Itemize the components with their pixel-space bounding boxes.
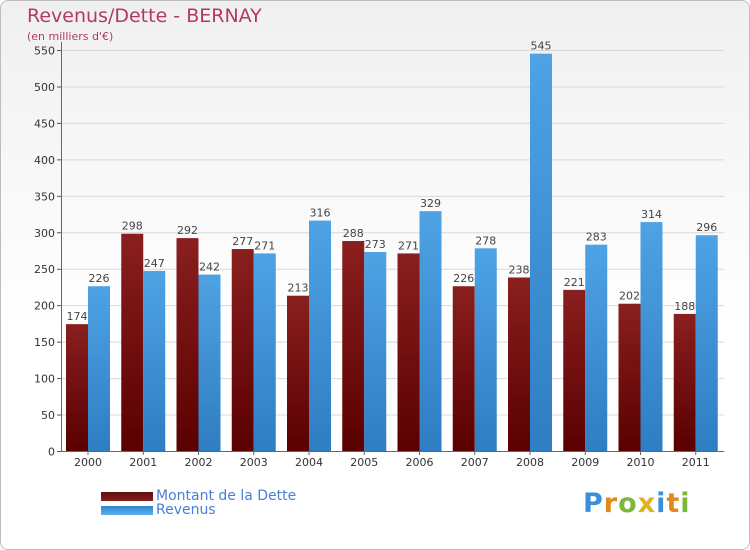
logo-letter: i (680, 488, 691, 519)
data-label: 298 (122, 220, 143, 233)
x-tick-label: 2000 (74, 456, 102, 469)
bar-revenue (309, 220, 331, 451)
x-tick-label: 2011 (682, 456, 710, 469)
legend-swatch-debt (101, 492, 153, 501)
y-tick-label: 400 (34, 154, 55, 167)
data-label: 288 (343, 227, 364, 240)
x-tick-label: 2003 (240, 456, 268, 469)
x-tick-label: 2007 (461, 456, 489, 469)
logo-letter: x (637, 488, 657, 519)
x-tick-label: 2010 (627, 456, 655, 469)
legend-label-revenue: Revenus (156, 502, 216, 518)
y-tick-label: 250 (34, 263, 55, 276)
y-tick-label: 350 (34, 190, 55, 203)
data-label: 221 (564, 276, 585, 289)
logo-letter: o (618, 488, 638, 519)
data-label: 271 (398, 239, 419, 252)
bar-debt (231, 249, 254, 451)
bar-debt (397, 253, 420, 451)
bar-revenue (364, 251, 387, 451)
data-label: 213 (288, 282, 309, 295)
chart-title: Revenus/Dette - BERNAY (27, 5, 262, 27)
x-tick-label: 2006 (406, 456, 434, 469)
data-label: 242 (199, 261, 220, 274)
data-label: 316 (310, 207, 331, 220)
data-label: 238 (509, 263, 530, 276)
bar-revenue (419, 211, 442, 451)
bar-revenue (640, 222, 663, 451)
y-tick-label: 150 (34, 336, 55, 349)
x-tick-label: 2002 (185, 456, 213, 469)
data-label: 247 (144, 257, 165, 270)
bar-revenue (530, 53, 552, 452)
y-tick-label: 0 (48, 446, 55, 459)
logo-letter: r (603, 488, 619, 519)
y-tick-label: 50 (41, 409, 55, 422)
legend-swatch-revenue (101, 506, 153, 515)
data-label: 174 (67, 310, 88, 323)
bar-debt (176, 238, 199, 451)
logo-letter: i (656, 488, 667, 519)
data-label: 188 (674, 300, 695, 313)
logo-letter: t (666, 488, 681, 519)
bar-revenue (88, 286, 110, 451)
x-tick-label: 2005 (350, 456, 378, 469)
y-tick-label: 200 (34, 300, 55, 313)
bar-revenue (474, 248, 497, 451)
chart-subtitle: (en milliers d'€) (27, 30, 114, 43)
data-label: 277 (232, 235, 253, 248)
bar-debt (121, 233, 144, 451)
bar-revenue (585, 244, 608, 451)
data-label: 226 (453, 272, 474, 285)
y-tick-label: 550 (34, 45, 55, 58)
data-label: 283 (586, 231, 607, 244)
data-label: 273 (365, 238, 386, 251)
y-tick-label: 450 (34, 117, 55, 130)
y-tick-label: 300 (34, 227, 55, 240)
x-tick-label: 2001 (129, 456, 157, 469)
data-label: 202 (619, 290, 640, 303)
x-tick-label: 2008 (516, 456, 544, 469)
data-label: 314 (641, 208, 662, 221)
bar-revenue (695, 235, 718, 451)
data-label: 271 (254, 239, 275, 252)
bar-revenue (253, 253, 276, 451)
y-tick-label: 500 (34, 81, 55, 94)
x-tick-label: 2004 (295, 456, 323, 469)
bar-debt (287, 295, 309, 451)
proxiti-logo: Proxiti (583, 488, 691, 519)
bar-revenue (198, 274, 221, 451)
bar-debt (618, 303, 641, 451)
bar-debt (673, 313, 696, 451)
data-label: 545 (531, 40, 552, 53)
x-tick-label: 2009 (571, 456, 599, 469)
bar-debt (66, 324, 88, 451)
bar-debt (452, 286, 475, 451)
data-label: 292 (177, 224, 198, 237)
y-tick-label: 100 (34, 373, 55, 386)
bar-revenue (143, 270, 166, 451)
data-label: 226 (89, 272, 110, 285)
data-label: 329 (420, 197, 441, 210)
legend-label-debt: Montant de la Dette (156, 488, 297, 504)
data-label: 296 (696, 221, 717, 234)
bar-debt (508, 277, 530, 451)
logo-letter: P (583, 488, 604, 519)
bar-debt (342, 241, 365, 451)
bar-debt (563, 289, 586, 451)
data-label: 278 (475, 234, 496, 247)
